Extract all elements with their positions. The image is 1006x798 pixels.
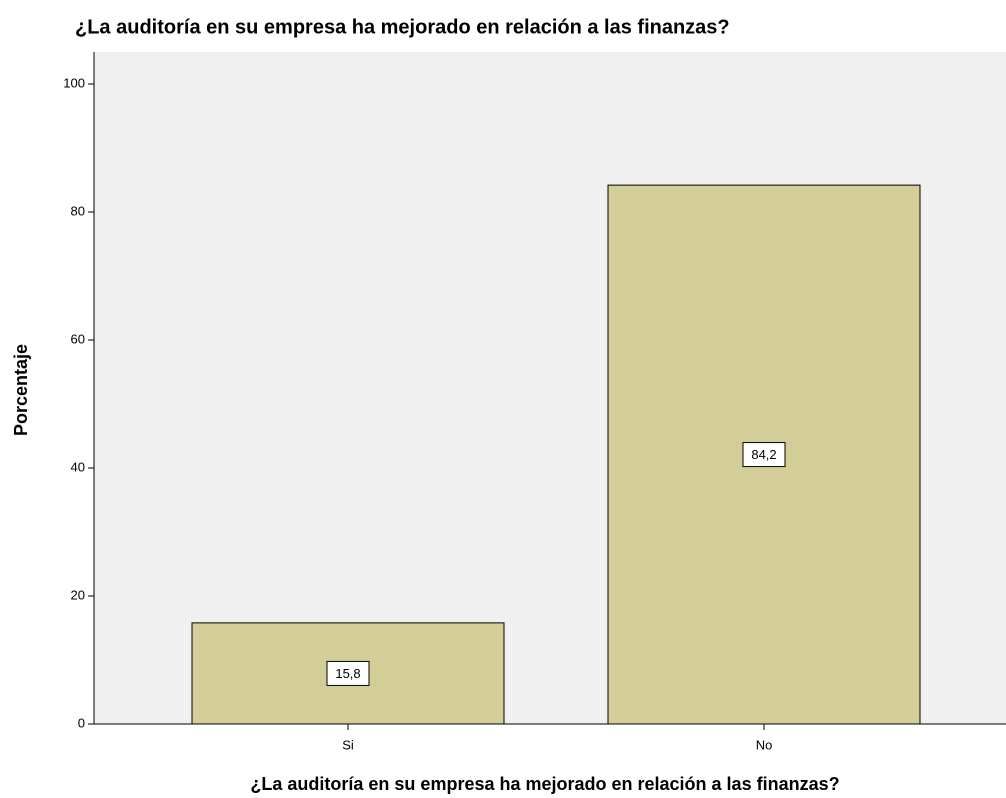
y-tick-label: 40	[71, 459, 85, 474]
y-tick-label: 0	[78, 715, 85, 730]
chart-title: ¿La auditoría en su empresa ha mejorado …	[75, 16, 730, 38]
value-label-box	[742, 442, 786, 468]
value-label: 15,8	[335, 666, 360, 681]
y-tick-label: 20	[71, 587, 85, 602]
y-tick-label: 60	[71, 331, 85, 346]
x-tick-label: No	[756, 737, 773, 752]
x-tick-label: Si	[342, 737, 354, 752]
x-axis-title: ¿La auditoría en su empresa ha mejorado …	[250, 774, 839, 794]
y-tick-label: 100	[63, 75, 85, 90]
bar	[191, 622, 505, 725]
value-label: 84,2	[751, 447, 776, 462]
y-axis-title: Porcentaje	[11, 344, 31, 436]
value-label-box	[326, 660, 370, 686]
y-tick-label: 80	[71, 203, 85, 218]
